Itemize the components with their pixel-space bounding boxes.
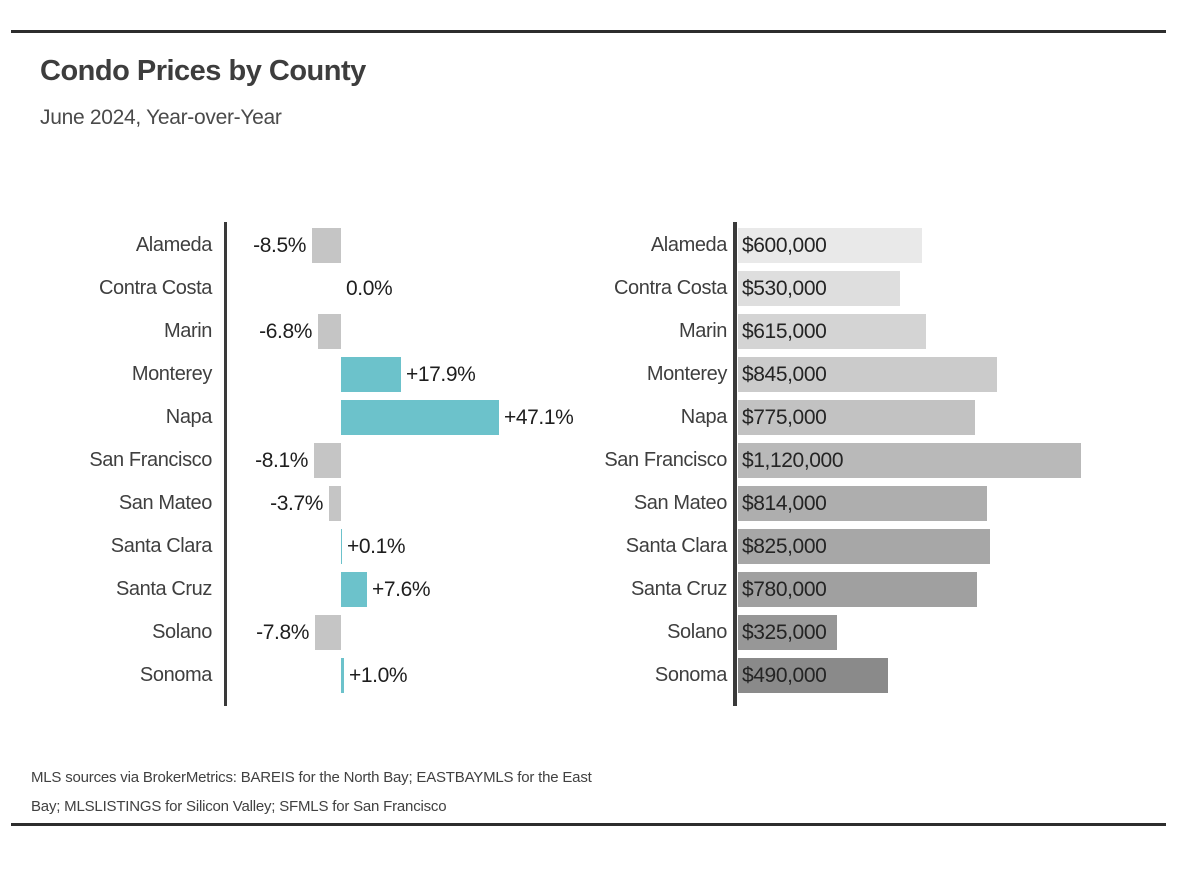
yoy-chart-row: Solano -7.8% <box>0 611 1178 654</box>
positive-percent-bar <box>341 400 499 435</box>
county-label: Alameda <box>650 234 728 256</box>
positive-percent-bar <box>341 572 367 607</box>
price-chart-row: Sonoma $490,000 <box>0 654 1178 697</box>
price-bar <box>738 572 977 607</box>
county-label: Santa Clara <box>110 535 213 557</box>
county-label: Monterey <box>646 363 728 385</box>
price-chart-row: Monterey $845,000 <box>0 353 1178 396</box>
percent-value-label: 0.0% <box>346 277 393 300</box>
price-value-label: $814,000 <box>742 492 827 515</box>
percent-value-label: -8.1% <box>255 449 308 472</box>
county-label: San Mateo <box>118 492 213 514</box>
negative-percent-bar <box>315 615 341 650</box>
percent-value-label: +7.6% <box>372 578 431 601</box>
price-bar <box>738 228 922 263</box>
county-label: Marin <box>163 320 212 342</box>
yoy-chart-row: Santa Clara +0.1% <box>0 525 1178 568</box>
percent-value-label: -6.8% <box>259 320 312 343</box>
price-bar <box>738 529 990 564</box>
negative-percent-bar <box>329 486 341 521</box>
county-label: Napa <box>165 406 213 428</box>
price-bar <box>738 271 900 306</box>
county-label: Monterey <box>131 363 213 385</box>
county-label: San Francisco <box>604 449 727 471</box>
county-label: Santa Clara <box>625 535 728 557</box>
price-chart-row: San Francisco $1,120,000 <box>0 439 1178 482</box>
price-bar <box>738 658 888 693</box>
yoy-percent-chart: Alameda -8.5% Contra Costa 0.0% Marin -6.8% Mo… <box>0 222 1178 708</box>
county-label: Santa Cruz <box>630 578 727 600</box>
negative-percent-bar <box>312 228 341 263</box>
source-note: MLS sources via BrokerMetrics: BAREIS fo… <box>31 763 592 821</box>
price-bar <box>738 615 837 650</box>
county-label: Contra Costa <box>613 277 727 299</box>
price-value-label: $490,000 <box>742 664 827 687</box>
price-bar <box>738 314 926 349</box>
yoy-chart-row: Alameda -8.5% <box>0 224 1178 267</box>
price-value-label: $530,000 <box>742 277 827 300</box>
yoy-chart-row: Santa Cruz +7.6% <box>0 568 1178 611</box>
right-chart-axis <box>733 222 737 706</box>
price-value-label: $845,000 <box>742 363 827 386</box>
price-value-label: $615,000 <box>742 320 827 343</box>
source-note-line-1: MLS sources via BrokerMetrics: BAREIS fo… <box>31 769 592 786</box>
yoy-chart-row: Napa +47.1% <box>0 396 1178 439</box>
source-note-line-2: Bay; MLSLISTINGS for Silicon Valley; SFM… <box>31 798 447 815</box>
county-label: Solano <box>667 621 727 643</box>
county-label: Marin <box>678 320 727 342</box>
county-label: Santa Cruz <box>115 578 212 600</box>
price-value-label: $775,000 <box>742 406 827 429</box>
county-label: Solano <box>152 621 212 643</box>
percent-value-label: +0.1% <box>347 535 406 558</box>
county-label: Napa <box>680 406 728 428</box>
price-chart-row: Contra Costa $530,000 <box>0 267 1178 310</box>
percent-value-label: +1.0% <box>349 664 408 687</box>
yoy-chart-row: Marin -6.8% <box>0 310 1178 353</box>
yoy-chart-row: San Francisco -8.1% <box>0 439 1178 482</box>
county-label: Sonoma <box>139 664 212 686</box>
price-value-label: $600,000 <box>742 234 827 257</box>
price-chart-row: Santa Clara $825,000 <box>0 525 1178 568</box>
price-value-label: $1,120,000 <box>742 449 844 472</box>
county-label: San Francisco <box>89 449 212 471</box>
yoy-chart-row: Sonoma +1.0% <box>0 654 1178 697</box>
bottom-rule <box>11 823 1166 826</box>
yoy-chart-row: San Mateo -3.7% <box>0 482 1178 525</box>
top-rule <box>11 30 1166 33</box>
yoy-chart-row: Monterey +17.9% <box>0 353 1178 396</box>
county-label: Alameda <box>135 234 213 256</box>
positive-percent-bar <box>341 658 344 693</box>
county-label: Contra Costa <box>98 277 212 299</box>
percent-value-label: -7.8% <box>256 621 309 644</box>
price-bar <box>738 357 997 392</box>
positive-percent-bar <box>341 357 401 392</box>
price-bar <box>738 443 1081 478</box>
median-price-chart: Alameda $600,000 Contra Costa $530,000 Marin… <box>0 222 1178 708</box>
county-label: San Mateo <box>633 492 728 514</box>
percent-value-label: +47.1% <box>504 406 574 429</box>
price-bar <box>738 486 987 521</box>
percent-value-label: -3.7% <box>270 492 323 515</box>
price-chart-row: Napa $775,000 <box>0 396 1178 439</box>
county-label: Sonoma <box>654 664 727 686</box>
negative-percent-bar <box>314 443 341 478</box>
price-chart-row: Solano $325,000 <box>0 611 1178 654</box>
negative-percent-bar <box>318 314 341 349</box>
percent-value-label: -8.5% <box>253 234 306 257</box>
percent-value-label: +17.9% <box>406 363 476 386</box>
yoy-chart-row: Contra Costa 0.0% <box>0 267 1178 310</box>
price-bar <box>738 400 975 435</box>
price-chart-row: Alameda $600,000 <box>0 224 1178 267</box>
price-value-label: $325,000 <box>742 621 827 644</box>
price-chart-row: Santa Cruz $780,000 <box>0 568 1178 611</box>
price-value-label: $825,000 <box>742 535 827 558</box>
price-value-label: $780,000 <box>742 578 827 601</box>
page-title: Condo Prices by County <box>40 55 366 87</box>
positive-percent-bar <box>341 529 342 564</box>
left-chart-axis <box>224 222 227 706</box>
price-chart-row: San Mateo $814,000 <box>0 482 1178 525</box>
page-subtitle: June 2024, Year-over-Year <box>40 106 282 129</box>
price-chart-row: Marin $615,000 <box>0 310 1178 353</box>
